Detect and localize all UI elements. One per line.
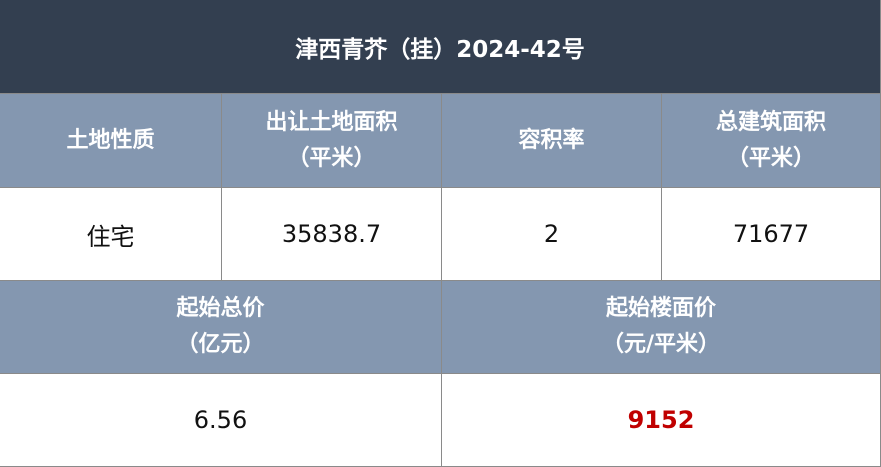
header-line2: （亿元）	[176, 332, 265, 357]
value-total-floor-area: 71677	[662, 188, 881, 281]
header-total-floor-area: 总建筑面积 （平米）	[662, 94, 881, 188]
header-line1: 出让土地面积	[265, 109, 398, 135]
value-plot-ratio: 2	[442, 188, 662, 281]
header-line1: 土地性质	[66, 127, 155, 153]
header-line2: （元/平米）	[601, 332, 721, 357]
header-plot-ratio: 容积率	[442, 94, 662, 188]
value-land-area: 35838.7	[222, 188, 442, 281]
header-line1: 总建筑面积	[715, 109, 826, 135]
table-title: 津西青芥（挂）2024-42号	[0, 0, 881, 94]
value-land-type: 住宅	[0, 188, 222, 281]
header-land-area: 出让土地面积 （平米）	[222, 94, 442, 188]
header-starting-total-price: 起始总价 （亿元）	[0, 281, 442, 374]
header-line2: （平米）	[726, 145, 815, 171]
header-land-type: 土地性质	[0, 94, 222, 188]
header-line1: 起始总价	[176, 296, 265, 321]
header-line1: 起始楼面价	[605, 296, 716, 321]
value-starting-floor-price: 9152	[442, 374, 881, 467]
header-line1: 容积率	[518, 127, 585, 153]
value-starting-total-price: 6.56	[0, 374, 442, 467]
header-starting-floor-price: 起始楼面价 （元/平米）	[442, 281, 881, 374]
header-line2: （平米）	[287, 145, 376, 171]
